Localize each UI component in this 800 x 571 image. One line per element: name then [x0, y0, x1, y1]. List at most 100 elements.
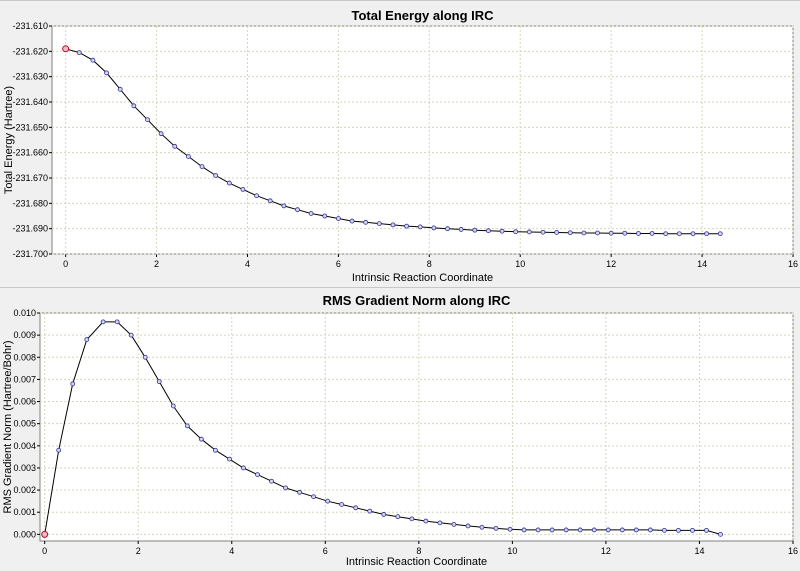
chart1-data-point[interactable]: [521, 527, 527, 533]
chart0-current-point[interactable]: [62, 45, 70, 53]
chart1-data-point[interactable]: [619, 527, 625, 533]
chart0-data-point[interactable]: [117, 86, 123, 92]
chart1-data-point[interactable]: [507, 526, 513, 532]
chart0-data-point[interactable]: [226, 180, 232, 186]
chart1-data-point[interactable]: [297, 489, 302, 495]
chart1-data-point[interactable]: [605, 527, 611, 533]
chart1-data-point[interactable]: [367, 508, 373, 514]
chart0-data-point[interactable]: [199, 164, 205, 170]
chart0-data-point[interactable]: [213, 173, 219, 178]
chart1-data-point[interactable]: [591, 527, 597, 533]
chart1-data-point[interactable]: [212, 447, 218, 453]
chart1-data-point[interactable]: [100, 319, 106, 325]
chart1-data-point[interactable]: [493, 525, 499, 531]
chart1-data-point[interactable]: [241, 465, 246, 471]
chart0-data-point[interactable]: [376, 221, 382, 227]
chart1-data-point[interactable]: [647, 527, 653, 533]
chart1-data-point[interactable]: [70, 381, 76, 387]
chart1-data-point[interactable]: [56, 447, 62, 453]
chart1-data-point[interactable]: [84, 337, 90, 342]
chart0-data-point[interactable]: [281, 203, 287, 209]
chart0-xtick-label: 16: [788, 259, 798, 269]
chart1-data-point[interactable]: [535, 527, 541, 533]
chart1-data-point[interactable]: [170, 403, 176, 409]
chart1-data-point[interactable]: [395, 514, 401, 520]
chart0-data-point[interactable]: [540, 229, 546, 235]
chart0-data-point[interactable]: [458, 227, 464, 232]
chart0-data-point[interactable]: [717, 231, 723, 237]
chart1-data-point[interactable]: [156, 379, 162, 385]
chart0-data-point[interactable]: [90, 57, 96, 63]
chart1-data-point[interactable]: [437, 520, 443, 526]
chart0-data-point[interactable]: [608, 230, 614, 236]
chart1-data-point[interactable]: [676, 527, 681, 533]
chart0-data-point[interactable]: [581, 230, 587, 236]
chart0-data-point[interactable]: [267, 198, 273, 204]
chart1-data-point[interactable]: [577, 527, 583, 533]
chart0-data-point[interactable]: [567, 230, 573, 236]
chart1-current-point[interactable]: [41, 530, 49, 538]
chart1-data-point[interactable]: [661, 527, 667, 533]
chart1-data-point[interactable]: [465, 523, 471, 529]
chart0-data-point[interactable]: [404, 223, 409, 229]
chart0-data-point[interactable]: [513, 229, 519, 235]
chart0-data-point[interactable]: [622, 230, 628, 236]
chart1-data-point[interactable]: [451, 521, 457, 527]
chart0-data-point[interactable]: [445, 226, 450, 232]
chart1-data-point[interactable]: [269, 478, 274, 484]
chart0-data-point[interactable]: [172, 143, 178, 149]
chart0-data-point[interactable]: [322, 213, 328, 219]
chart0-data-point[interactable]: [595, 230, 600, 236]
chart0-data-point[interactable]: [349, 218, 355, 224]
chart1-data-point[interactable]: [704, 527, 709, 533]
chart1-data-point[interactable]: [325, 498, 331, 504]
chart1-data-point[interactable]: [353, 505, 359, 511]
chart0-data-point[interactable]: [158, 131, 164, 137]
chart0-data-point[interactable]: [104, 70, 109, 76]
chart1-data-point[interactable]: [690, 527, 695, 533]
chart1-data-point[interactable]: [718, 531, 723, 537]
chart0-data-point[interactable]: [335, 216, 341, 221]
chart0-data-point[interactable]: [254, 193, 259, 199]
chart0-data-point[interactable]: [690, 231, 696, 237]
chart1-data-point[interactable]: [479, 524, 485, 530]
chart0-data-point[interactable]: [390, 222, 396, 228]
chart0-data-point[interactable]: [145, 117, 150, 123]
chart0-data-point[interactable]: [131, 103, 137, 109]
chart0-data-point[interactable]: [663, 231, 669, 237]
chart1-data-point[interactable]: [381, 512, 387, 517]
chart0-data-point[interactable]: [649, 231, 655, 236]
chart0-data-point[interactable]: [526, 229, 532, 235]
chart0-data-point[interactable]: [363, 219, 369, 225]
chart0-data-point[interactable]: [295, 207, 300, 213]
chart1-data-point[interactable]: [198, 436, 204, 442]
chart1-data-point[interactable]: [255, 472, 260, 477]
chart1-data-point[interactable]: [142, 354, 148, 360]
chart0-data-point[interactable]: [185, 154, 191, 159]
chart1-data-point[interactable]: [283, 485, 288, 491]
chart0-data-point[interactable]: [76, 50, 82, 55]
chart1-ytick-label: 0.002: [13, 485, 36, 495]
chart0-data-point[interactable]: [472, 227, 478, 233]
chart0-data-point[interactable]: [417, 224, 423, 230]
chart1-data-point[interactable]: [633, 527, 639, 533]
chart1-data-point[interactable]: [409, 516, 415, 522]
chart1-data-point[interactable]: [563, 527, 569, 533]
chart1-data-point[interactable]: [114, 319, 120, 325]
chart0-data-point[interactable]: [308, 211, 314, 216]
chart1-data-point[interactable]: [311, 494, 317, 500]
chart0-data-point[interactable]: [431, 225, 437, 231]
chart1-data-point[interactable]: [128, 332, 134, 338]
chart1-data-point[interactable]: [184, 423, 190, 429]
chart1-data-point[interactable]: [549, 527, 555, 533]
chart0-data-point[interactable]: [486, 228, 491, 234]
chart0-data-point[interactable]: [554, 230, 560, 235]
chart0-data-point[interactable]: [704, 231, 710, 237]
chart0-data-point[interactable]: [240, 186, 246, 192]
chart0-data-point[interactable]: [499, 228, 505, 234]
chart0-data-point[interactable]: [676, 231, 682, 237]
chart1-data-point[interactable]: [423, 518, 429, 524]
chart1-data-point[interactable]: [227, 456, 232, 462]
chart1-data-point[interactable]: [339, 502, 345, 507]
chart0-data-point[interactable]: [636, 231, 641, 236]
